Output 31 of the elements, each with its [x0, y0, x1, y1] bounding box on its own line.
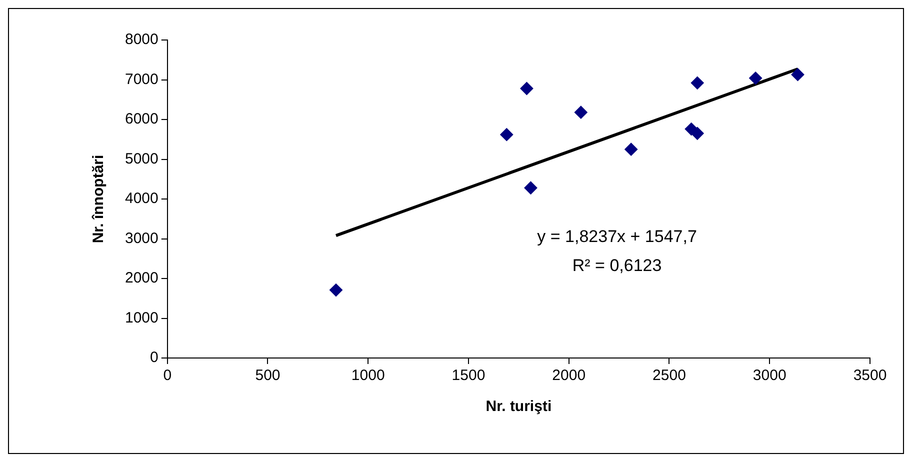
- annotation: R² = 0,6123: [572, 256, 662, 275]
- x-tick-label: 2000: [552, 367, 586, 384]
- y-tick-label: 0: [150, 349, 158, 366]
- annotation: y = 1,8237x + 1547,7: [537, 226, 697, 246]
- x-tick-label: 3000: [752, 367, 786, 384]
- point: [330, 284, 342, 297]
- y-tick-label: 1000: [124, 309, 158, 326]
- point: [524, 181, 538, 194]
- y-axis-title: Nr. înnoptări: [90, 154, 108, 244]
- point: [520, 82, 534, 95]
- x-tick-label: 1000: [351, 367, 385, 384]
- point: [500, 128, 514, 142]
- x-axis-title: Nr. turişti: [486, 398, 552, 416]
- x-tick-label: 500: [255, 367, 280, 384]
- point: [690, 76, 704, 90]
- point: [690, 126, 704, 140]
- x-tick-label: 3500: [853, 367, 887, 384]
- y-tick-label: 3000: [124, 230, 158, 247]
- point: [574, 106, 588, 119]
- y-tick-label: 8000: [124, 31, 158, 48]
- x-tick-label: 2500: [652, 367, 686, 384]
- point: [624, 142, 638, 156]
- y-tick-label: 4000: [124, 190, 158, 208]
- x-tick-label: 1500: [452, 367, 486, 384]
- y-tick-label: 7000: [124, 70, 158, 88]
- y-tick-label: 2000: [124, 270, 158, 287]
- point: [791, 68, 804, 82]
- y-tick-label: 6000: [124, 110, 158, 128]
- point: [749, 72, 762, 85]
- x-tick-label: 0: [163, 367, 172, 384]
- y-tick-label: 5000: [124, 150, 158, 168]
